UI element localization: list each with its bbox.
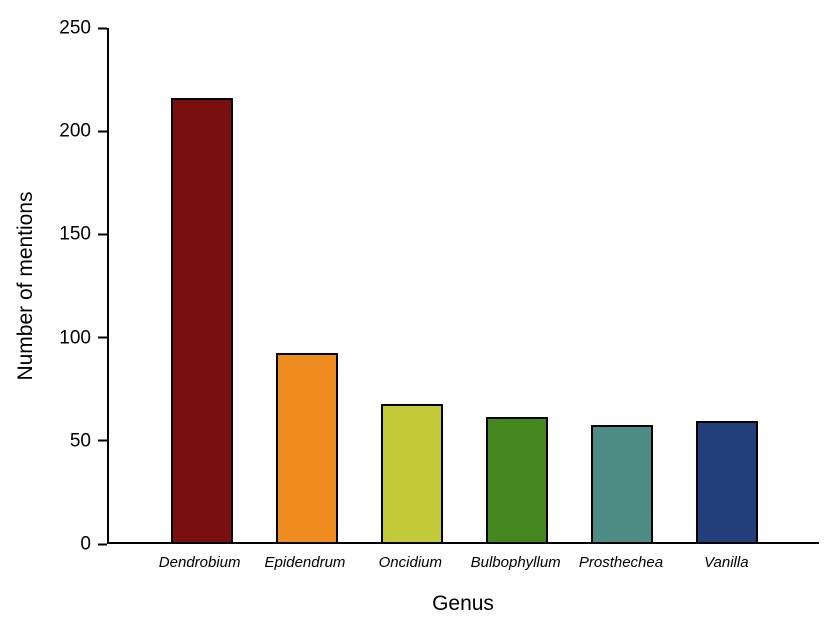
y-tick-label: 0	[80, 533, 91, 555]
plot-area	[107, 28, 819, 544]
bar-vanilla	[695, 420, 758, 542]
y-tick: 150	[59, 225, 107, 244]
bar-slot	[254, 28, 359, 542]
bar-slot	[464, 28, 569, 542]
y-tick-mark	[98, 439, 107, 442]
x-tick-label: Dendrobium	[158, 554, 241, 571]
y-tick-label: 50	[69, 430, 91, 452]
y-tick-mark	[98, 130, 107, 133]
y-tick-mark	[98, 27, 107, 29]
bar-slot	[149, 28, 254, 542]
x-tick-label: Epidendrum	[264, 554, 346, 571]
y-tick-mark	[98, 233, 107, 236]
x-tick-label: Oncidium	[378, 554, 442, 571]
bar-slot	[674, 28, 779, 542]
y-tick-label: 250	[59, 17, 91, 39]
x-tick-label: Bulbophyllum	[470, 554, 561, 571]
y-axis: 0 50 100 150 200 250	[0, 19, 107, 554]
y-tick: 100	[59, 328, 107, 347]
y-tick-label: 100	[59, 327, 91, 349]
y-tick-mark	[98, 543, 107, 545]
y-tick-label: 200	[59, 120, 91, 142]
bar-slot	[359, 28, 464, 542]
bar-slot	[569, 28, 674, 542]
x-axis-title: Genus	[432, 592, 494, 615]
bar-oncidium	[380, 404, 443, 542]
bar-dendrobium	[170, 97, 233, 542]
x-tick-label: Vanilla	[704, 554, 749, 571]
y-tick: 200	[59, 122, 107, 141]
bar-epidendrum	[275, 352, 338, 542]
bars	[109, 28, 819, 542]
x-tick-label: Prosthechea	[578, 554, 664, 571]
y-tick-mark	[98, 336, 107, 339]
y-tick: 50	[70, 431, 107, 450]
x-axis-labels: Dendrobium Epidendrum Oncidium Bulbophyllum…	[107, 554, 819, 571]
bar-bulbophyllum	[485, 416, 548, 542]
y-tick: 0	[80, 535, 107, 554]
bar-prosthechea	[590, 424, 653, 542]
y-tick: 250	[59, 19, 107, 38]
y-tick-label: 150	[59, 223, 91, 245]
